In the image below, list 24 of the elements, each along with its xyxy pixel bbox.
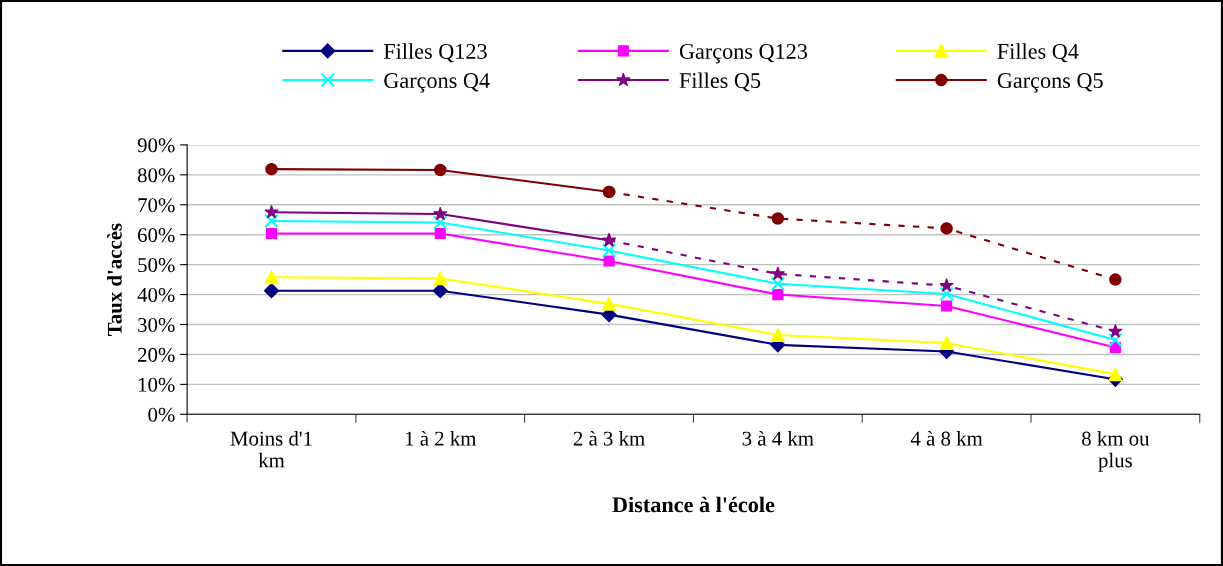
legend-label: Garçons Q5 xyxy=(997,73,1103,93)
y-tick-label: 60% xyxy=(138,228,175,243)
y-tick-label: 20% xyxy=(138,347,175,362)
y-tick-label: 40% xyxy=(137,287,175,303)
x-tick-label: 3 à 4 km xyxy=(742,430,814,446)
x-axis-title: Distance à l'école xyxy=(612,496,775,513)
y-tick-label: 80% xyxy=(137,168,175,183)
x-tick-label: 8 km ou plus xyxy=(1082,430,1150,472)
y-tick-label: 0% xyxy=(148,407,175,422)
x-tick-label: 2 à 3 km xyxy=(573,430,645,446)
y-tick-label: 30% xyxy=(138,317,175,333)
legend-label: Filles Q5 xyxy=(679,72,761,92)
x-tick-label: 1 à 2 km xyxy=(405,430,477,446)
y-axis-title: Taux d'accès xyxy=(107,223,122,336)
y-tick-label: 50% xyxy=(138,258,175,273)
legend-label: Garçons Q4 xyxy=(384,73,490,93)
x-tick-label: Moins d'1 km xyxy=(230,430,312,468)
y-tick-label: 90% xyxy=(137,138,175,153)
y-tick-label: 10% xyxy=(138,377,175,392)
legend-label: Garçons Q123 xyxy=(679,43,808,64)
legend-label: Filles Q4 xyxy=(997,43,1079,63)
x-tick-label: 4 à 8 km xyxy=(910,430,983,446)
legend-label: Filles Q123 xyxy=(383,43,487,63)
y-tick-label: 70% xyxy=(138,198,175,213)
